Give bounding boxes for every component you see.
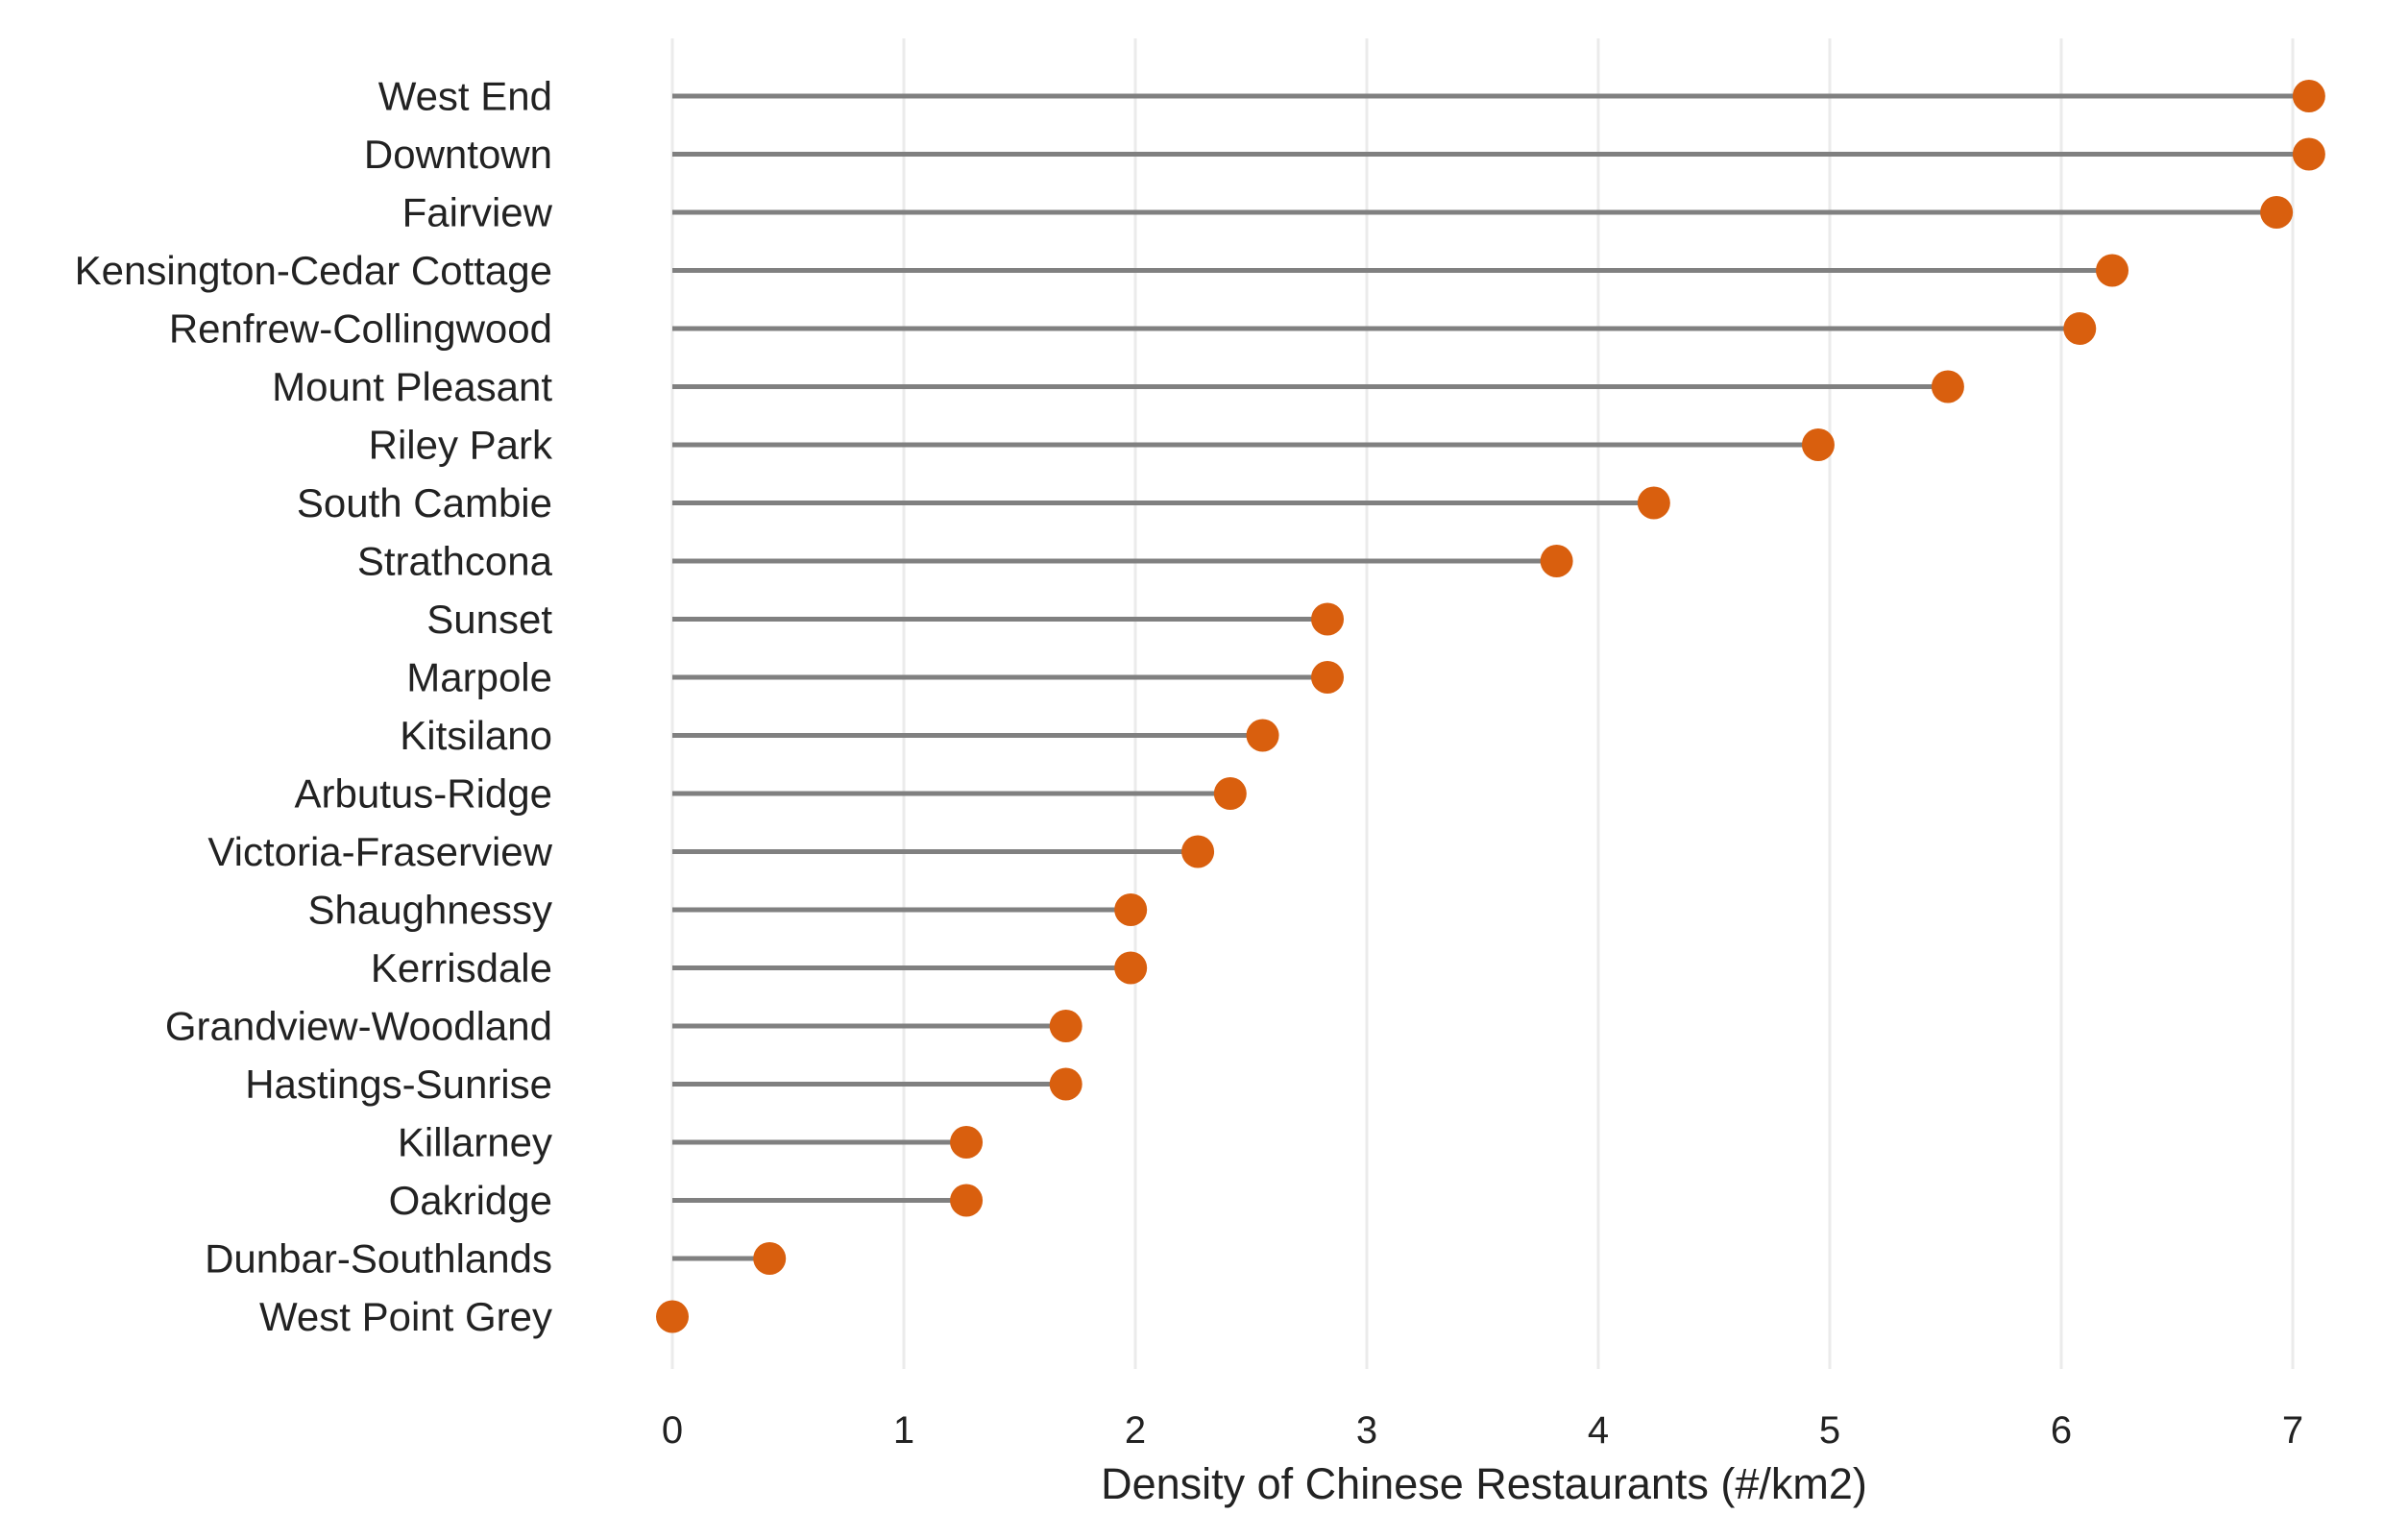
data-point xyxy=(1114,893,1148,926)
data-point xyxy=(1931,370,1964,403)
x-tick-label: 2 xyxy=(1125,1409,1146,1452)
category-label: Killarney xyxy=(398,1120,552,1165)
category-label: Hastings-Sunrise xyxy=(245,1062,552,1107)
category-label: Sunset xyxy=(426,597,552,642)
category-label: Strathcona xyxy=(357,539,553,584)
category-labels: West End Downtown Fairview Kensington-Cedar… xyxy=(75,74,553,1340)
data-point xyxy=(2063,312,2097,345)
category-label: Grandview-Woodland xyxy=(165,1004,552,1049)
data-point xyxy=(1114,951,1148,985)
x-tick-label: 5 xyxy=(1819,1409,1840,1452)
x-tick-label: 4 xyxy=(1588,1409,1609,1452)
category-label: Kerrisdale xyxy=(371,945,552,990)
category-label: Shaughnessy xyxy=(307,888,552,933)
category-label: Mount Pleasant xyxy=(272,364,552,409)
category-label: South Cambie xyxy=(297,480,552,525)
x-tick-labels: 0 1 2 3 4 5 6 7 xyxy=(662,1409,2303,1452)
category-label: Kensington-Cedar Cottage xyxy=(75,248,552,293)
data-point xyxy=(1246,719,1279,752)
category-label: Downtown xyxy=(364,132,552,177)
data-point xyxy=(1311,661,1345,694)
data-point xyxy=(656,1300,689,1333)
data-point xyxy=(1540,545,1573,577)
category-label: Renfrew-Collingwood xyxy=(169,306,552,352)
x-tick-label: 3 xyxy=(1356,1409,1377,1452)
category-label: Victoria-Fraserview xyxy=(207,829,552,874)
category-label: Marpole xyxy=(406,655,552,700)
data-point xyxy=(1049,1010,1082,1042)
data-point xyxy=(2096,254,2129,287)
data-point xyxy=(753,1242,787,1275)
data-point xyxy=(950,1184,984,1217)
x-tick-label: 6 xyxy=(2051,1409,2072,1452)
category-label: Kitsilano xyxy=(400,713,552,758)
x-tick-label: 0 xyxy=(662,1409,683,1452)
x-tick-label: 7 xyxy=(2282,1409,2303,1452)
category-label: Fairview xyxy=(402,190,553,235)
data-point xyxy=(950,1126,984,1159)
data-point xyxy=(1181,835,1215,868)
x-axis-title: Density of Chinese Restaurants (#/km2) xyxy=(1101,1459,1867,1508)
data-point xyxy=(1049,1067,1082,1101)
data-point xyxy=(1637,486,1670,520)
category-label: Dunbar-Southlands xyxy=(205,1236,552,1282)
data-point xyxy=(2292,80,2325,112)
data-point xyxy=(1801,428,1835,461)
data-point xyxy=(1311,602,1345,636)
stems xyxy=(672,93,2309,1261)
category-label: West Point Grey xyxy=(259,1294,552,1339)
data-point xyxy=(1213,777,1247,810)
category-label: Oakridge xyxy=(389,1178,552,1223)
data-point xyxy=(2260,196,2294,229)
category-label: Riley Park xyxy=(369,423,553,468)
dots xyxy=(656,80,2325,1333)
category-label: West End xyxy=(378,74,552,119)
grid-lines xyxy=(670,38,2295,1369)
category-label: Arbutus-Ridge xyxy=(295,771,552,817)
x-tick-label: 1 xyxy=(893,1409,914,1452)
data-point xyxy=(2292,137,2325,171)
